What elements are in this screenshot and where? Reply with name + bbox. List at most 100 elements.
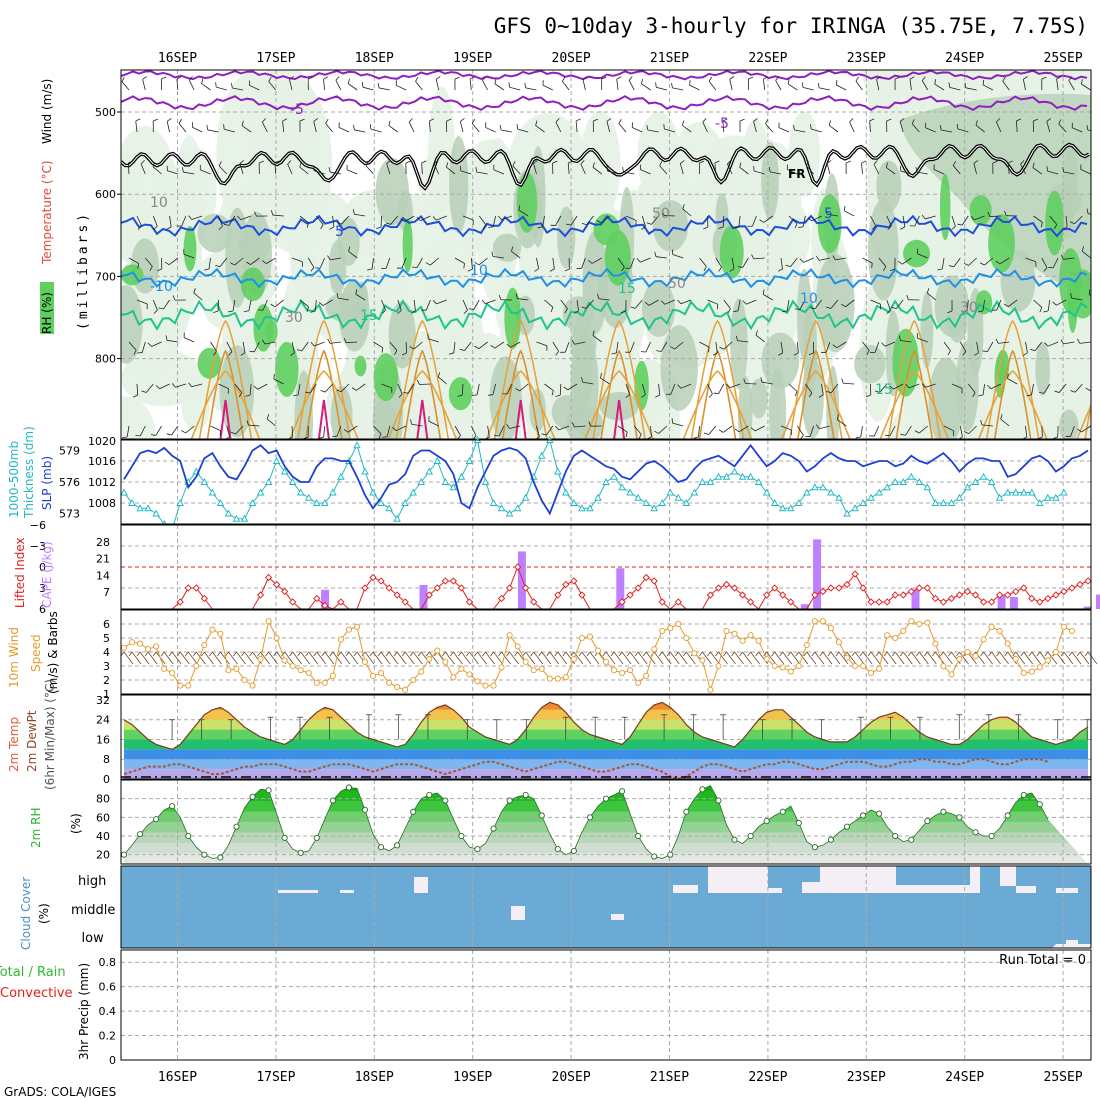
rh-shade-mid <box>238 225 271 264</box>
wind-barb-10m <box>862 651 873 665</box>
wind-speed-marker <box>466 671 473 678</box>
wind-barb-10m <box>549 651 560 665</box>
thickness-marker <box>666 488 675 496</box>
wind-barb <box>628 80 635 91</box>
wind-speed-marker <box>498 664 505 671</box>
wind-barb-flag <box>980 419 983 425</box>
wind-barb-flag <box>582 76 588 80</box>
wind-barb <box>698 425 700 437</box>
wind-barb <box>641 383 646 395</box>
wind-barb-flag <box>564 268 570 272</box>
upper-ylabel-wind: Wind (m/s) <box>40 79 54 144</box>
tick-label: 7 <box>103 586 110 599</box>
wind-barb-flag <box>290 352 295 356</box>
wind-barb <box>753 257 765 260</box>
rh-shade-mid <box>867 199 899 301</box>
lifted-index-marker <box>570 577 578 585</box>
wind-barb <box>487 425 490 437</box>
rh-shade-mid <box>529 388 546 432</box>
lifted-index-marker <box>738 591 747 599</box>
wind-barb <box>193 292 203 301</box>
wind-barb <box>1079 341 1091 344</box>
wind-barb <box>1002 80 1010 91</box>
rh-marker <box>699 786 706 793</box>
wind-barb <box>517 128 529 133</box>
rh-marker <box>747 832 754 840</box>
wind-barb <box>739 167 749 175</box>
rh2m-ylabel-b: (%) <box>69 813 83 834</box>
wind-barb-flag <box>421 160 427 164</box>
freezing-line-inner <box>121 144 1090 189</box>
wind-barb-10m-flag <box>289 651 294 657</box>
wind-barb <box>927 292 936 301</box>
wind-barb-flag <box>618 119 622 124</box>
wind-speed-marker <box>490 682 497 689</box>
thickness-marker <box>377 499 385 506</box>
wind-barb-flag <box>204 268 210 271</box>
cape-bar <box>1083 606 1092 609</box>
contour-label: 50 <box>668 276 686 292</box>
wind-speed-marker <box>803 641 810 649</box>
wind-barb-flag <box>188 382 192 388</box>
wind-barb <box>401 257 407 269</box>
wind-barb-flag <box>1023 76 1028 80</box>
rh-marker <box>586 814 593 821</box>
wind-barb-flag <box>352 209 355 215</box>
wind-barb <box>519 383 529 392</box>
contour-warm-spike <box>600 349 638 439</box>
lifted-index-marker <box>618 598 626 606</box>
wind-barb-flag <box>1081 79 1083 85</box>
wind-barb-flag <box>974 352 979 356</box>
wind-barb-10m-flag <box>1076 651 1081 657</box>
wind-barb-10m-flag <box>160 651 165 657</box>
high-cloud-fill <box>673 885 698 893</box>
wind-barb-10m <box>669 651 680 665</box>
wind-barb <box>471 123 480 133</box>
rh-shade-high <box>817 194 842 254</box>
wind-barb-10m-flag <box>570 651 575 657</box>
wind-barb-10m <box>428 651 439 665</box>
wind-barb <box>178 123 187 133</box>
thickness-marker <box>1003 488 1012 496</box>
wind-barb <box>889 425 896 436</box>
thickness-marker <box>433 457 442 464</box>
wind-barb-flag <box>135 118 141 122</box>
wind-barb <box>699 257 707 267</box>
wind-barb-10m <box>501 651 511 665</box>
wind-barb-flag <box>246 261 251 265</box>
wind-speed-marker <box>771 662 778 670</box>
wind-barb <box>562 81 570 91</box>
wind-barb <box>1000 418 1010 427</box>
lifted-index-marker <box>746 598 755 606</box>
wind-barb <box>347 83 358 91</box>
wind-barb-flag <box>1002 76 1006 82</box>
wind-barb <box>794 129 806 133</box>
tick-label: 6 <box>103 618 110 631</box>
thickness-marker <box>578 504 586 512</box>
rh-shade-mid <box>328 240 347 295</box>
wind-barb-flag <box>832 255 836 261</box>
wind-barb-flag <box>1046 166 1048 172</box>
wind-barb-flag <box>149 266 153 272</box>
wind-barb <box>191 215 203 220</box>
lifted-index-marker <box>361 584 369 592</box>
high-cloud-fill <box>1056 888 1078 893</box>
wind-barb <box>309 383 317 394</box>
wind-barb-10m-flag <box>458 651 462 657</box>
contour-warm-spike <box>297 319 351 439</box>
wind-barb <box>1056 299 1067 306</box>
wind-barb-flag <box>1032 162 1035 168</box>
wind-barb-flag <box>410 419 412 425</box>
li-ylabel-b: CAPE (J/kg) <box>40 541 54 608</box>
lifted-index-marker <box>530 598 538 606</box>
thickness-marker <box>971 478 980 485</box>
wind-barb-flag <box>165 335 168 341</box>
wind-barb <box>723 299 731 309</box>
wind-barb <box>1041 425 1043 438</box>
wind-barb-flag <box>1069 221 1075 225</box>
wind-barb <box>330 171 341 175</box>
wind-barb <box>1087 129 1091 132</box>
wind-barb-10m <box>388 651 399 665</box>
